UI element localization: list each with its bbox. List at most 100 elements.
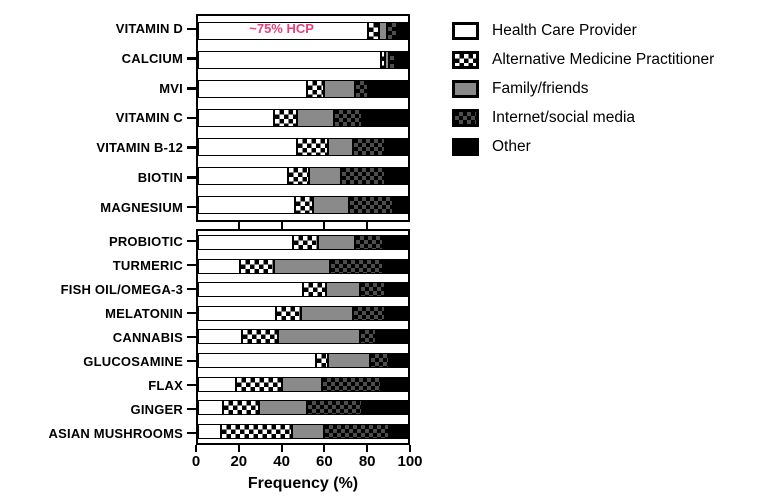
bar-segment-health-care-provider <box>198 329 243 345</box>
bar-segment-alternative-medicine-practitioner <box>294 196 314 215</box>
bar-segment-family-friends <box>292 423 324 439</box>
bar-segment-health-care-provider <box>198 196 295 215</box>
bar-segment-other <box>382 235 408 251</box>
category-label: VITAMIN C <box>115 110 183 126</box>
bar-segment-internet-social-media <box>321 376 381 392</box>
category-tick <box>187 176 196 179</box>
bar-calcium <box>198 50 408 69</box>
bar-segment-family-friends <box>296 108 335 127</box>
bar-segment-family-friends <box>281 376 322 392</box>
bar-segment-family-friends <box>317 235 356 251</box>
bar-segment-alternative-medicine-practitioner <box>242 329 278 345</box>
x-axis-tick-labels: 0 20 40 60 80 100 <box>192 453 423 470</box>
panel-separator <box>196 222 410 229</box>
category-label-row: ASIAN MUSHROOMS <box>0 426 196 441</box>
bar-ginger <box>198 400 408 416</box>
category-label: VITAMIN B-12 <box>96 140 183 156</box>
bar-segment-other <box>397 21 408 40</box>
bar-segment-internet-social-media <box>355 235 383 251</box>
legend-item: Other <box>452 132 714 161</box>
category-tick <box>187 383 196 387</box>
category-tick <box>187 335 196 339</box>
bar-segment-other <box>384 282 408 298</box>
category-label-row: MAGNESIUM <box>0 198 196 216</box>
bar-segment-other <box>384 167 408 186</box>
category-tick <box>187 239 196 243</box>
category-label: FLAX <box>148 377 183 393</box>
bar-segment-other <box>376 329 408 345</box>
category-labels-group-2: PROBIOTIC TURMERIC FISH OIL/OMEGA-3 MELATON… <box>0 229 196 445</box>
bar-segment-family-friends <box>328 353 371 368</box>
x-axis-tick <box>323 445 326 452</box>
bar-asian-mushrooms <box>198 423 408 439</box>
bar-segment-health-care-provider <box>198 79 308 98</box>
category-label: MELATONIN <box>105 305 183 321</box>
bar-segment-health-care-provider <box>198 258 240 274</box>
category-label: BIOTIN <box>137 169 183 185</box>
category-label-row: MELATONIN <box>0 306 196 321</box>
legend-label: Health Care Provider <box>492 21 637 39</box>
bar-segment-alternative-medicine-practitioner <box>296 138 329 157</box>
bar-segment-internet-social-media <box>389 50 396 69</box>
category-tick <box>187 205 196 209</box>
category-labels-group-1: VITAMIN D CALCIUM MVI VITAMIN C VITAMIN B-12… <box>0 14 196 222</box>
category-label: MAGNESIUM <box>100 199 183 215</box>
x-axis-tick <box>366 445 369 452</box>
category-label-row: FISH OIL/OMEGA-3 <box>0 282 196 297</box>
bar-segment-family-friends <box>384 50 390 69</box>
bar-segment-family-friends <box>258 400 308 416</box>
bar-segment-other <box>393 196 408 215</box>
bars-panel-group-2 <box>196 229 410 445</box>
bar-flax <box>198 376 408 392</box>
category-label-row: PROBIOTIC <box>0 234 196 249</box>
category-label-row: VITAMIN D <box>0 20 196 38</box>
legend: Health Care Provider Alternative Medicine… <box>452 16 714 161</box>
x-axis-tick <box>409 445 411 452</box>
category-tick <box>187 263 196 267</box>
bar-segment-internet-social-media <box>353 138 385 157</box>
bar-segment-alternative-medicine-practitioner <box>292 235 318 251</box>
bar-vitamin-b-12 <box>198 138 408 157</box>
bar-segment-family-friends <box>326 282 360 298</box>
category-label-row: MVI <box>0 79 196 97</box>
category-tick <box>187 116 196 120</box>
bar-segment-other <box>384 138 408 157</box>
category-label-row: VITAMIN C <box>0 109 196 127</box>
legend-item: Health Care Provider <box>452 16 714 45</box>
x-tick-label: 80 <box>358 453 376 470</box>
hcp-annotation: ~75% HCP <box>249 21 314 36</box>
category-tick <box>187 311 196 315</box>
bar-melatonin <box>198 305 408 321</box>
bar-mvi <box>198 79 408 98</box>
bar-segment-other <box>389 423 408 439</box>
category-label: ASIAN MUSHROOMS <box>48 425 183 441</box>
bar-segment-health-care-provider <box>198 138 297 157</box>
category-tick <box>187 146 196 149</box>
category-tick <box>187 407 196 411</box>
legend-swatch-checker-gray-on-black <box>452 108 479 127</box>
bar-segment-health-care-provider <box>198 21 369 40</box>
category-label: VITAMIN D <box>115 21 183 37</box>
bar-segment-family-friends <box>300 305 354 321</box>
legend-item: Internet/social media <box>452 103 714 132</box>
legend-item: Family/friends <box>452 74 714 103</box>
category-label: GLUCOSAMINE <box>83 353 183 369</box>
separator-tick <box>280 222 283 229</box>
legend-item: Alternative Medicine Practitioner <box>452 45 714 74</box>
bar-segment-internet-social-media <box>349 196 394 215</box>
bar-segment-health-care-provider <box>198 50 381 69</box>
x-tick-label: 60 <box>316 453 333 470</box>
category-label: CALCIUM <box>121 51 183 67</box>
bar-segment-other <box>384 305 408 321</box>
bar-vitamin-c <box>198 108 408 127</box>
bar-segment-other <box>361 108 408 127</box>
category-axis: VITAMIN D CALCIUM MVI VITAMIN C VITAMIN B-12… <box>0 14 196 445</box>
bar-segment-internet-social-media <box>330 258 383 274</box>
bar-segment-alternative-medicine-practitioner <box>221 423 293 439</box>
category-label-row: VITAMIN B-12 <box>0 139 196 157</box>
bar-segment-internet-social-media <box>370 353 390 368</box>
bar-segment-health-care-provider <box>198 353 316 368</box>
legend-label: Internet/social media <box>492 108 636 126</box>
x-tick-label: 40 <box>273 453 290 470</box>
